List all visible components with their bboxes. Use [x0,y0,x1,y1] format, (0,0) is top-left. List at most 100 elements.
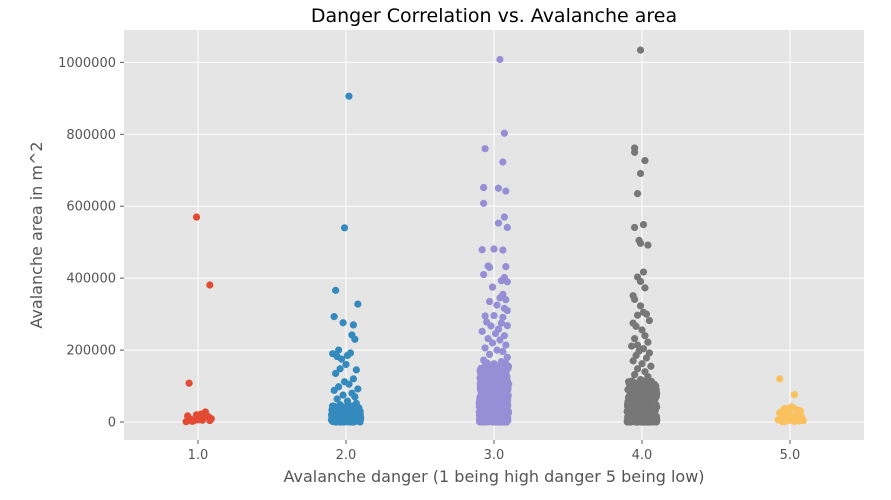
data-point [647,362,655,370]
data-point [644,241,652,249]
data-point [188,417,196,425]
data-point [339,319,347,327]
data-point [332,369,340,378]
x-axis-ticks: 1.0 2.0 3.0 4.0 5.0 [188,440,801,463]
data-point [503,322,511,330]
data-point [635,386,643,395]
data-point [206,416,214,425]
data-point [490,245,498,253]
data-point [642,418,651,426]
data-point [490,311,498,320]
data-point [636,169,645,178]
y-axis-ticks: 0 200000 400000 600000 800000 1000000 [58,56,124,431]
data-point [206,281,214,289]
data-point [487,396,495,404]
x-tick-label: 3.0 [484,448,505,463]
data-point [500,213,508,221]
data-point [352,399,360,407]
data-point [485,350,494,359]
data-point [491,329,500,338]
data-point [339,391,347,399]
data-point [651,389,659,397]
data-point [632,400,640,409]
data-point [192,213,201,221]
data-point [628,342,636,350]
data-point [484,334,492,343]
data-point [477,364,485,372]
data-point [776,375,784,383]
data-point [504,383,512,391]
data-point [500,129,508,137]
data-point [354,385,362,393]
data-point [352,366,360,374]
data-point [346,349,355,357]
data-point [779,418,787,426]
data-point [625,379,633,388]
series-1 [182,213,215,426]
data-point [480,356,488,364]
data-point [500,332,508,340]
data-point [182,418,190,426]
data-point [493,346,501,354]
data-point [494,363,502,371]
data-point [345,92,353,100]
data-point [631,295,639,303]
data-point [495,402,503,410]
data-point [496,408,504,416]
data-point [503,278,511,286]
data-point [639,412,648,421]
y-tick-label: 600000 [66,200,116,215]
data-point [487,412,496,420]
data-point [642,354,651,362]
data-point [646,411,654,420]
data-point [346,416,355,425]
x-tick-label: 2.0 [336,448,357,463]
data-point [481,344,489,352]
y-axis-label: Avalanche area in m^2 [27,141,46,328]
data-point [626,396,635,404]
y-tick-label: 800000 [66,128,116,143]
data-point [502,341,510,349]
data-point [631,334,639,343]
data-point [633,341,642,349]
data-point [638,326,646,334]
data-point [504,409,513,417]
y-tick-label: 1000000 [58,56,116,71]
x-tick-label: 5.0 [780,448,801,463]
data-point [349,321,357,329]
data-point [639,220,648,229]
data-point [638,400,646,408]
data-point [351,393,359,401]
data-point [633,190,642,198]
y-tick-label: 0 [108,416,116,431]
data-point [645,316,654,325]
data-point [488,283,497,291]
data-point [649,402,657,410]
series-3 [475,55,513,426]
x-tick-label: 1.0 [188,448,209,463]
data-point [481,145,489,153]
data-points [182,46,807,426]
data-point [641,156,649,165]
data-point [479,375,487,383]
data-point [487,370,496,378]
data-point [337,355,346,363]
data-point [328,406,336,414]
data-point [502,187,510,195]
data-point [499,347,507,356]
data-point [631,370,639,379]
data-point [784,413,793,421]
data-point [633,311,642,319]
data-point [644,338,652,346]
data-point [336,365,344,373]
data-point [478,246,486,254]
data-point [496,390,505,398]
data-point [497,277,505,285]
data-point [485,263,494,271]
data-point [480,403,488,411]
data-point [780,405,788,413]
data-point [502,263,510,271]
data-point [503,353,511,361]
data-point [349,375,357,383]
data-point [499,313,507,321]
